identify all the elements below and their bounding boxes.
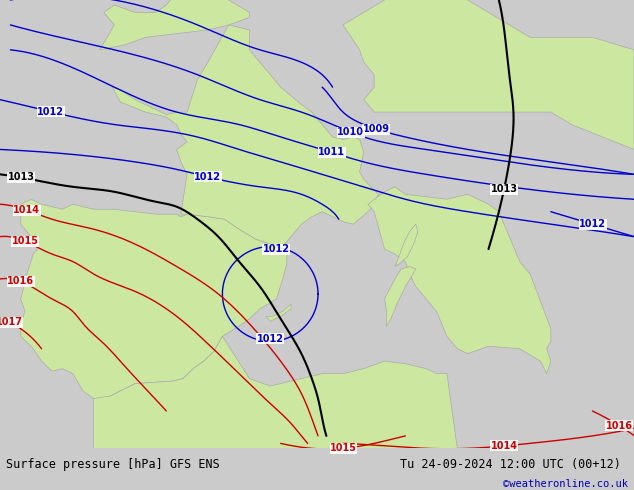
Text: 1011: 1011 [318, 147, 345, 157]
Polygon shape [21, 199, 287, 398]
Text: 1012: 1012 [263, 244, 290, 254]
Text: 1012: 1012 [579, 219, 606, 229]
Text: 1012: 1012 [194, 172, 221, 182]
Text: 1017: 1017 [0, 318, 23, 327]
Text: 1015: 1015 [11, 236, 39, 246]
Polygon shape [266, 304, 291, 321]
Polygon shape [112, 25, 378, 249]
Text: ©weatheronline.co.uk: ©weatheronline.co.uk [503, 479, 628, 489]
Text: Tu 24-09-2024 12:00 UTC (00+12): Tu 24-09-2024 12:00 UTC (00+12) [401, 458, 621, 471]
Text: 1014: 1014 [13, 205, 41, 215]
Polygon shape [100, 0, 249, 50]
Text: 1010: 1010 [337, 127, 364, 137]
Polygon shape [385, 267, 416, 326]
Text: 1013: 1013 [8, 172, 35, 182]
Text: 1016: 1016 [605, 420, 633, 431]
Polygon shape [395, 224, 418, 267]
Text: 1015: 1015 [330, 443, 357, 453]
Text: 1012: 1012 [257, 334, 284, 344]
Polygon shape [343, 0, 634, 149]
Text: 1009: 1009 [363, 124, 390, 134]
Text: 1016: 1016 [8, 276, 34, 287]
Text: 1012: 1012 [37, 107, 64, 117]
Polygon shape [94, 336, 457, 448]
Text: Surface pressure [hPa] GFS ENS: Surface pressure [hPa] GFS ENS [6, 458, 220, 471]
Text: 1013: 1013 [491, 184, 517, 194]
Polygon shape [368, 187, 551, 374]
Text: 1014: 1014 [491, 441, 517, 451]
